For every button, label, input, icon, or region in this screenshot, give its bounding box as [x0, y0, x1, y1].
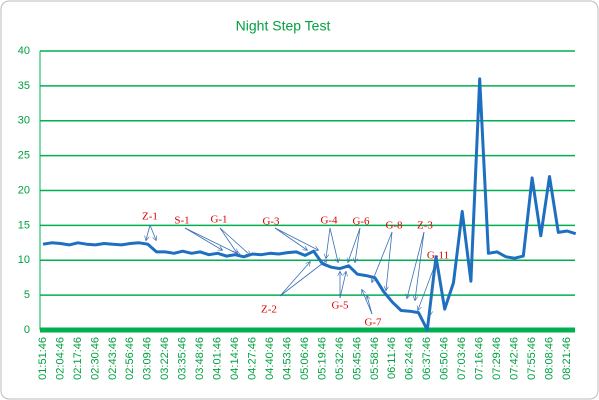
x-tick-label: 07:03:46: [456, 337, 468, 380]
y-tick-label: 10: [18, 254, 30, 266]
y-tick-label: 5: [24, 289, 30, 301]
x-tick-label: 04:53:46: [281, 337, 293, 380]
x-tick-label: 04:27:46: [247, 337, 259, 380]
annotation: G-1: [210, 214, 227, 226]
annotation: G-5: [331, 300, 349, 312]
annotation-arrows: [146, 224, 437, 315]
x-tick-label: 06:37:46: [421, 337, 433, 380]
annotation: Z-2: [261, 304, 277, 316]
y-tick-label: 40: [18, 45, 30, 57]
data-line: [42, 77, 577, 332]
x-tick-label: 05:32:46: [334, 337, 346, 380]
annotation: Z-3: [417, 220, 433, 232]
x-tick-label: 06:11:46: [386, 337, 398, 379]
x-tick-label: 07:42:46: [509, 337, 521, 380]
x-tick-label: 02:56:46: [124, 337, 136, 380]
y-tick-label: 35: [18, 80, 30, 92]
x-tick-label: 03:35:46: [177, 337, 189, 380]
x-tick-label: 02:04:46: [54, 337, 66, 380]
x-tick-label: 03:48:46: [194, 337, 206, 380]
annotation: G-3: [262, 216, 280, 228]
x-tick-label: 04:40:46: [264, 337, 276, 380]
y-tick-label: 15: [18, 219, 30, 231]
x-tick-label: 07:29:46: [491, 337, 503, 380]
annotation: G-8: [385, 220, 403, 232]
x-tick-label: 06:24:46: [404, 337, 416, 380]
annotation: G-11: [427, 250, 449, 262]
x-tick-label: 05:45:46: [351, 337, 363, 380]
y-tick-label: 0: [24, 324, 30, 336]
x-tick-label: 01:51:46: [37, 337, 49, 380]
y-tick-label: 30: [18, 115, 30, 127]
chart-title: Night Step Test: [236, 18, 331, 34]
x-tick-label: 07:16:46: [474, 337, 486, 380]
x-tick-label: 04:01:46: [212, 337, 224, 380]
annotation: Z-1: [142, 211, 158, 223]
x-tick-label: 03:22:46: [159, 337, 171, 380]
x-tick-label: 08:21:46: [561, 337, 573, 380]
x-tick-label: 02:30:46: [89, 337, 101, 380]
x-tick-label: 02:17:46: [72, 337, 84, 380]
annotation: G-7: [364, 317, 382, 329]
annotation: G-4: [320, 215, 338, 227]
annotation: S-1: [174, 215, 189, 227]
y-tick-label: 25: [18, 150, 30, 162]
x-tick-label: 05:19:46: [316, 337, 328, 380]
x-tick-label: 06:50:46: [439, 337, 451, 380]
x-tick-label: 04:14:46: [229, 337, 241, 380]
x-tick-label: 05:58:46: [369, 337, 381, 380]
x-tick-label: 05:06:46: [299, 337, 311, 380]
y-tick-label: 20: [18, 184, 30, 196]
x-tick-label: 07:55:46: [526, 337, 538, 380]
x-tick-label: 08:08:46: [543, 337, 555, 380]
x-tick-label: 02:43:46: [107, 337, 119, 380]
annotation: G-6: [352, 216, 370, 228]
x-tick-label: 03:09:46: [142, 337, 154, 380]
